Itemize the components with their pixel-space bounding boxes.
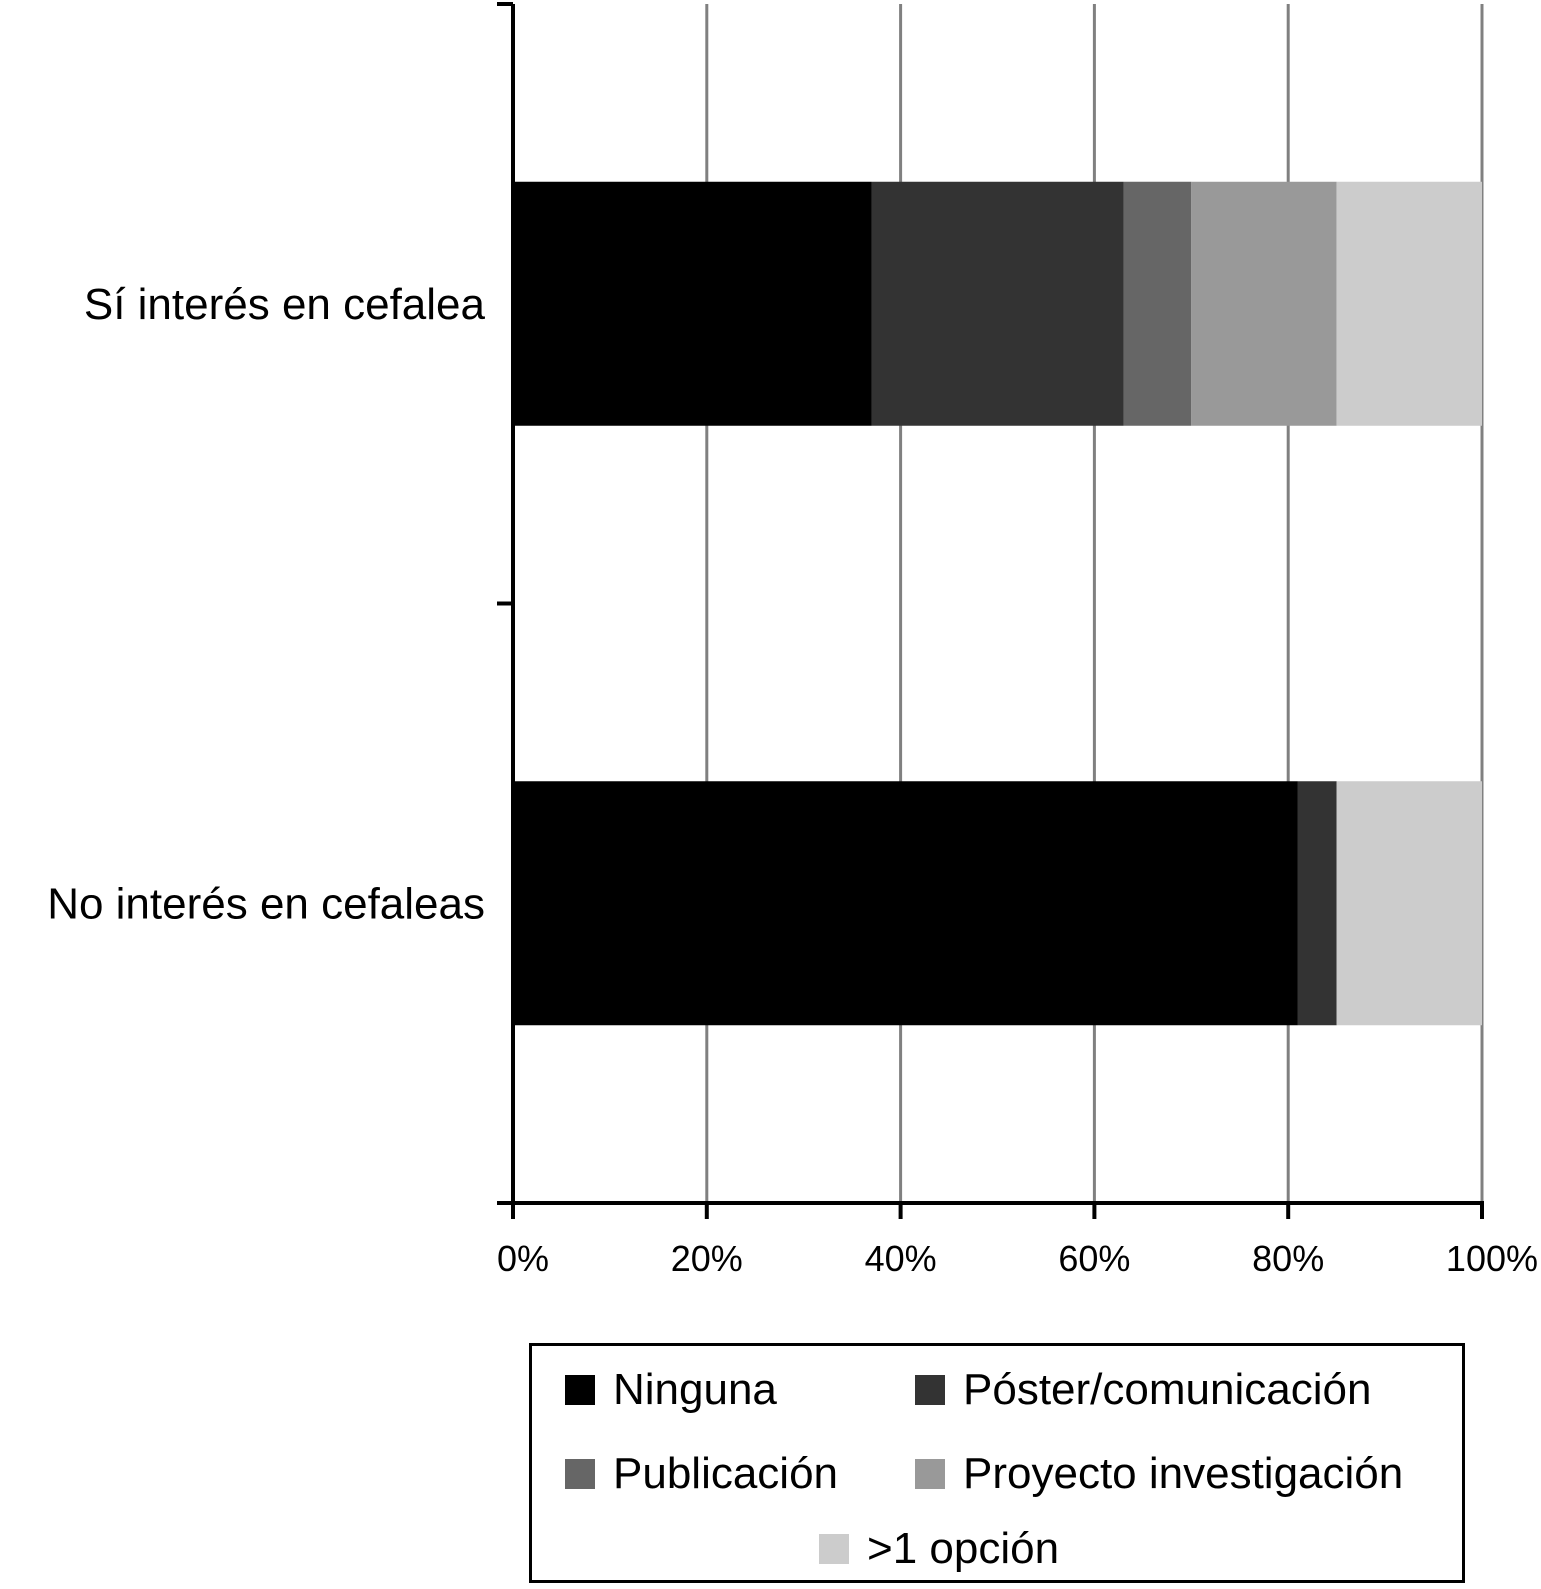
x-tick-labels: 0% 20% 40% 60% 80% 100% [497, 1238, 1538, 1279]
category-label: Sí interés en cefalea [84, 280, 486, 329]
x-tick-label: 100% [1446, 1238, 1538, 1279]
x-tick-label: 0% [497, 1238, 549, 1279]
legend-item-ninguna: Ninguna [565, 1363, 777, 1417]
category-labels: Sí interés en cefalea No interés en cefal… [47, 280, 485, 929]
legend-swatch-publicacion [565, 1459, 595, 1489]
bars [513, 181, 1482, 1026]
legend-item-publicacion: Publicación [565, 1447, 838, 1501]
bar-segment [1191, 181, 1337, 426]
x-tick-label: 20% [671, 1238, 743, 1279]
category-label: No interés en cefaleas [47, 879, 485, 928]
x-tick-label: 40% [865, 1238, 937, 1279]
legend-label-mas-de-una: >1 opción [867, 1524, 1060, 1573]
bar-segment [1123, 181, 1192, 426]
legend-swatch-proyecto [915, 1459, 945, 1489]
legend-item-poster: Póster/comunicación [915, 1363, 1371, 1417]
bar-segment [1297, 781, 1337, 1026]
axes [497, 2, 1484, 1219]
bar-segment [871, 181, 1124, 426]
bar-segment [1336, 181, 1482, 426]
stacked-bar-chart: Sí interés en cefalea No interés en cefal… [47, 2, 1538, 1279]
legend-item-proyecto: Proyecto investigación [915, 1447, 1403, 1501]
legend-swatch-ninguna [565, 1375, 595, 1405]
x-tick-label: 80% [1252, 1238, 1324, 1279]
legend-label-poster: Póster/comunicación [963, 1365, 1372, 1414]
bar-segment [513, 181, 872, 426]
legend-swatch-mas-de-una [819, 1534, 849, 1564]
legend-label-ninguna: Ninguna [613, 1365, 777, 1414]
legend-swatch-poster [915, 1375, 945, 1405]
bar-segment [1336, 781, 1482, 1026]
legend-item-mas-de-una: >1 opción [819, 1522, 1059, 1576]
legend: Ninguna Póster/comunicación Publicación … [529, 1343, 1465, 1583]
x-tick-label: 60% [1058, 1238, 1130, 1279]
legend-label-proyecto: Proyecto investigación [963, 1449, 1404, 1498]
legend-label-publicacion: Publicación [613, 1449, 839, 1498]
bar-segment [513, 781, 1298, 1026]
